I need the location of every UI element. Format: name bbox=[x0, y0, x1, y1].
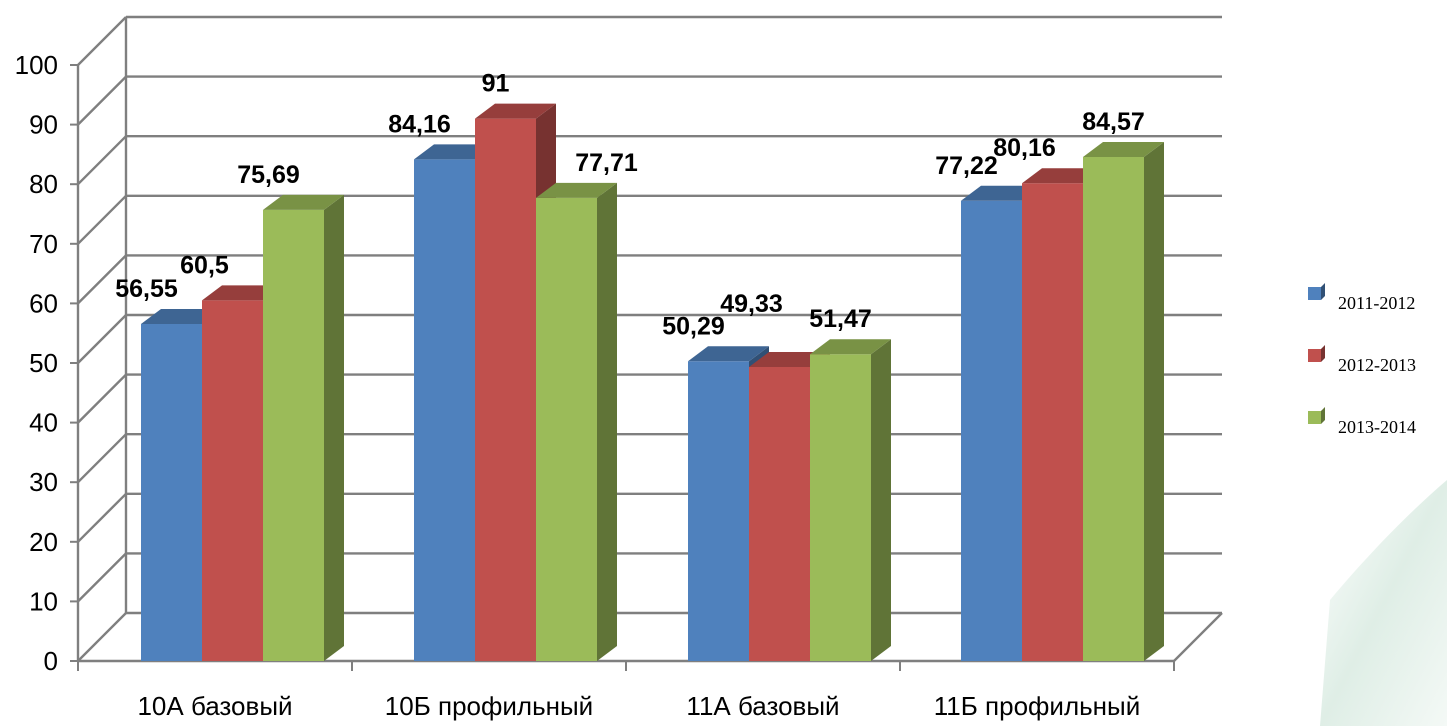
y-tick-label: 0 bbox=[44, 646, 58, 676]
data-label: 50,29 bbox=[662, 312, 725, 340]
bar bbox=[202, 300, 263, 661]
bar-top bbox=[263, 194, 344, 210]
background-swoosh bbox=[1320, 480, 1447, 726]
gridline-diagonal bbox=[77, 433, 127, 484]
bar bbox=[263, 209, 324, 661]
legend-swatch bbox=[1308, 411, 1321, 424]
category-label: 11Б профильный bbox=[934, 691, 1140, 721]
bar bbox=[1022, 183, 1083, 661]
legend: 2011-2012 2012-2013 2013-2014 bbox=[1308, 283, 1416, 437]
gridline-diagonal bbox=[77, 135, 127, 186]
y-tick-label: 70 bbox=[29, 229, 58, 259]
bar bbox=[414, 159, 475, 661]
legend-label: 2012-2013 bbox=[1338, 355, 1416, 375]
y-tick-label: 30 bbox=[29, 467, 58, 497]
legend-swatch bbox=[1308, 287, 1321, 300]
category-label: 11А базовый bbox=[686, 691, 839, 721]
category-label: 10Б профильный bbox=[385, 691, 593, 721]
legend-swatch-side bbox=[1321, 283, 1325, 300]
data-label: 80,16 bbox=[993, 134, 1056, 162]
bar-side bbox=[597, 182, 617, 662]
bar bbox=[475, 118, 536, 661]
data-label: 60,5 bbox=[180, 251, 229, 279]
bar-side bbox=[324, 194, 344, 661]
bar-top bbox=[961, 185, 1042, 201]
bar-top bbox=[475, 103, 556, 119]
legend-swatch bbox=[1308, 349, 1321, 362]
y-tick-label: 80 bbox=[29, 169, 58, 199]
y-tick-label: 60 bbox=[29, 288, 58, 318]
gridline-diagonal bbox=[77, 612, 127, 662]
gridline-diagonal bbox=[77, 492, 127, 543]
gridline-diagonal bbox=[77, 314, 127, 364]
bar-top bbox=[202, 285, 283, 301]
y-tick-label: 50 bbox=[29, 348, 58, 378]
bar-top bbox=[1083, 141, 1164, 157]
bar bbox=[141, 323, 202, 661]
bar bbox=[536, 197, 597, 662]
data-label: 91 bbox=[482, 70, 510, 98]
y-tick-label: 90 bbox=[29, 110, 58, 140]
data-label: 51,47 bbox=[809, 305, 872, 333]
bar-side bbox=[871, 339, 891, 661]
gridline-diagonal bbox=[77, 254, 127, 305]
bar bbox=[1083, 156, 1144, 661]
floor-right-edge bbox=[1173, 612, 1223, 662]
bar-top bbox=[536, 182, 617, 198]
data-label: 75,69 bbox=[237, 161, 300, 189]
legend-swatch-side bbox=[1321, 345, 1325, 362]
bar bbox=[688, 361, 749, 661]
data-label: 84,16 bbox=[388, 110, 451, 138]
y-tick-label: 10 bbox=[29, 586, 58, 616]
bar-top bbox=[141, 308, 222, 324]
bar-top bbox=[810, 339, 891, 355]
legend-label: 2013-2014 bbox=[1338, 417, 1416, 437]
gridline-diagonal bbox=[77, 194, 127, 245]
bar-top bbox=[1022, 168, 1103, 184]
bar-top bbox=[414, 144, 495, 160]
y-axis-ticks: 0 10 20 30 40 50 60 70 80 90 100 bbox=[15, 50, 78, 676]
bar-side bbox=[1144, 141, 1164, 662]
bar bbox=[961, 200, 1022, 661]
data-label: 84,57 bbox=[1082, 108, 1145, 136]
category-labels: 10А базовый 10Б профильный 11А базовый 11Б … bbox=[77, 661, 1175, 721]
bar-top bbox=[749, 351, 830, 367]
bar-top bbox=[688, 346, 769, 362]
y-tick-label: 40 bbox=[29, 408, 58, 438]
gridline-diagonal bbox=[77, 75, 127, 126]
bar bbox=[749, 366, 810, 661]
gridline-diagonal bbox=[77, 552, 127, 603]
gridline-diagonal bbox=[77, 16, 127, 66]
bars bbox=[141, 103, 1164, 662]
gridline-diagonal bbox=[77, 373, 127, 424]
legend-label: 2011-2012 bbox=[1338, 293, 1415, 313]
y-tick-label: 100 bbox=[15, 50, 58, 80]
data-label: 77,71 bbox=[575, 149, 638, 177]
y-tick-label: 20 bbox=[29, 527, 58, 557]
data-label: 77,22 bbox=[935, 152, 998, 180]
bar bbox=[810, 354, 871, 661]
data-label: 56,55 bbox=[115, 275, 178, 303]
category-label: 10А базовый bbox=[137, 691, 292, 721]
data-label: 49,33 bbox=[720, 290, 783, 318]
legend-swatch-side bbox=[1321, 407, 1325, 424]
